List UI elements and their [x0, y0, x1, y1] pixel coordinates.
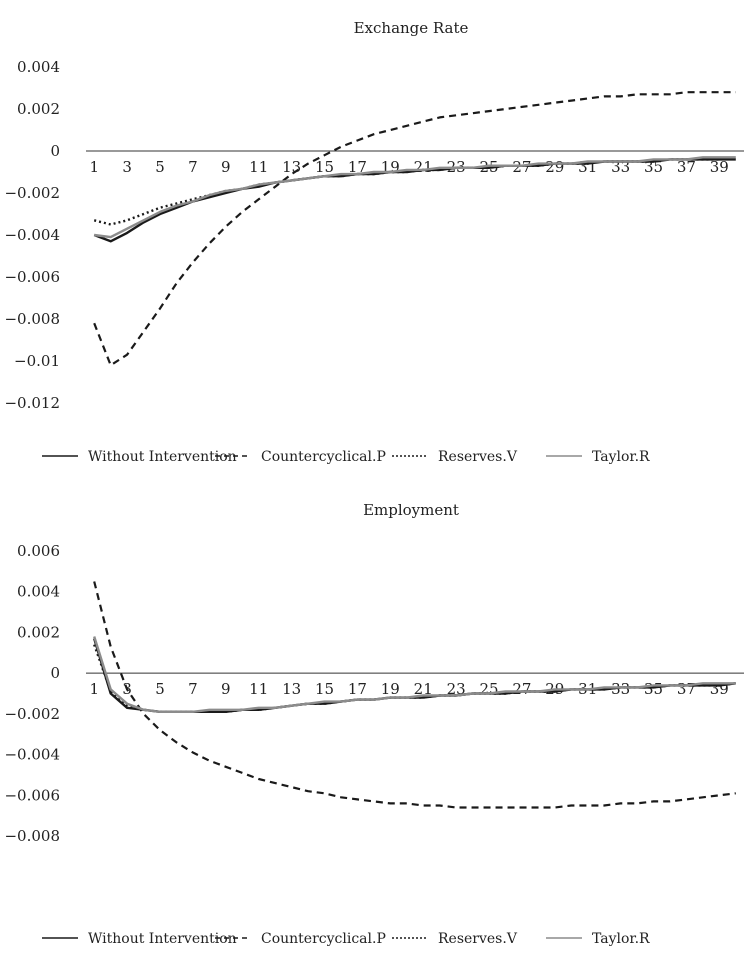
legend-item: Taylor.R [546, 449, 650, 465]
x-tick-label: 27 [512, 680, 531, 698]
y-tick-label: 0.006 [17, 542, 60, 560]
x-tick-label: 15 [315, 680, 334, 698]
employment-chart: Employment 0.006 0.004 0.002 0 −0.002 −0.004 −… [4, 501, 744, 947]
x-tick-label: 11 [249, 158, 268, 176]
x-tick-label: 15 [315, 158, 334, 176]
x-tick-label: 17 [348, 680, 367, 698]
x-tick-label: 23 [447, 680, 466, 698]
x-tick-label: 21 [414, 158, 433, 176]
x-tick-label: 37 [677, 680, 696, 698]
x-tick-label: 13 [282, 158, 301, 176]
y-tick-label: −0.008 [4, 827, 60, 845]
x-tick-label: 7 [188, 158, 198, 176]
legend-label: Reserves.V [438, 449, 518, 465]
y-tick-label: 0 [50, 664, 60, 682]
x-tick-label: 3 [122, 158, 132, 176]
legend-label: Reserves.V [438, 931, 518, 947]
legend-label: Taylor.R [592, 449, 650, 465]
y-tick-label: −0.006 [4, 268, 60, 286]
x-tick-label: 17 [348, 158, 367, 176]
legend-item: Reserves.V [392, 449, 518, 465]
y-tick-labels: 0.004 0.002 0 −0.002 −0.004 −0.006 −0.008 −0.01… [4, 58, 60, 412]
x-tick-label: 37 [677, 158, 696, 176]
y-tick-label: −0.01 [14, 352, 60, 370]
y-tick-labels: 0.006 0.004 0.002 0 −0.002 −0.004 −0.006 −0.008 [4, 542, 60, 845]
legend-item: Countercyclical.P [215, 931, 386, 947]
x-tick-label: 1 [89, 680, 99, 698]
series-line [93, 636, 736, 713]
legend-label: Without Intervention [88, 931, 237, 947]
x-tick-label: 9 [221, 158, 231, 176]
y-tick-label: −0.012 [4, 394, 60, 412]
y-tick-label: −0.004 [4, 746, 60, 764]
x-tick-label: 33 [611, 680, 630, 698]
legend-item: Taylor.R [546, 931, 650, 947]
x-tick-label: 11 [249, 680, 268, 698]
series-lines [93, 581, 736, 809]
y-tick-label: −0.006 [4, 786, 60, 804]
legend-label: Countercyclical.P [261, 449, 386, 465]
legend-item: Reserves.V [392, 931, 518, 947]
legend-item: Countercyclical.P [215, 449, 386, 465]
y-tick-label: −0.008 [4, 310, 60, 328]
x-tick-label: 27 [512, 158, 531, 176]
y-tick-label: 0.004 [17, 583, 60, 601]
y-tick-label: −0.004 [4, 226, 60, 244]
x-tick-label: 19 [381, 680, 400, 698]
legend-label: Taylor.R [592, 931, 650, 947]
legend-item: Without Intervention [42, 931, 237, 947]
series-line [93, 581, 736, 809]
legend-label: Without Intervention [88, 449, 237, 465]
y-tick-label: −0.002 [4, 705, 60, 723]
x-tick-labels: 1 3 5 7 9 11 13 15 17 19 21 23 25 27 29 31 33 35 37 39 [89, 680, 728, 698]
chart-title: Employment [363, 501, 459, 519]
y-tick-label: 0.002 [17, 100, 60, 118]
x-tick-label: 1 [89, 158, 99, 176]
y-tick-label: 0.004 [17, 58, 60, 76]
x-tick-label: 35 [644, 680, 663, 698]
exchange-rate-chart: Exchange Rate 0.004 0.002 0 −0.002 −0.004 −0.… [4, 19, 744, 465]
series-lines [93, 91, 736, 367]
x-tick-label: 25 [479, 680, 498, 698]
x-tick-label: 21 [414, 680, 433, 698]
x-tick-label: 7 [188, 680, 198, 698]
y-tick-label: 0.002 [17, 623, 60, 641]
legend-label: Countercyclical.P [261, 931, 386, 947]
x-tick-label: 5 [155, 158, 165, 176]
series-line [94, 156, 736, 239]
series-line [93, 638, 736, 713]
x-tick-label: 29 [545, 158, 564, 176]
legend: Without Intervention Countercyclical.P Res… [42, 449, 650, 465]
x-tick-label: 5 [155, 680, 165, 698]
series-line [93, 91, 736, 367]
x-tick-label: 9 [221, 680, 231, 698]
legend: Without Intervention Countercyclical.P Res… [42, 931, 650, 947]
legend-item: Without Intervention [42, 449, 237, 465]
x-tick-label: 39 [710, 158, 729, 176]
x-tick-label: 13 [282, 680, 301, 698]
series-line [93, 644, 736, 713]
y-tick-label: 0 [50, 142, 60, 160]
chart-title: Exchange Rate [354, 19, 469, 37]
y-tick-label: −0.002 [4, 184, 60, 202]
